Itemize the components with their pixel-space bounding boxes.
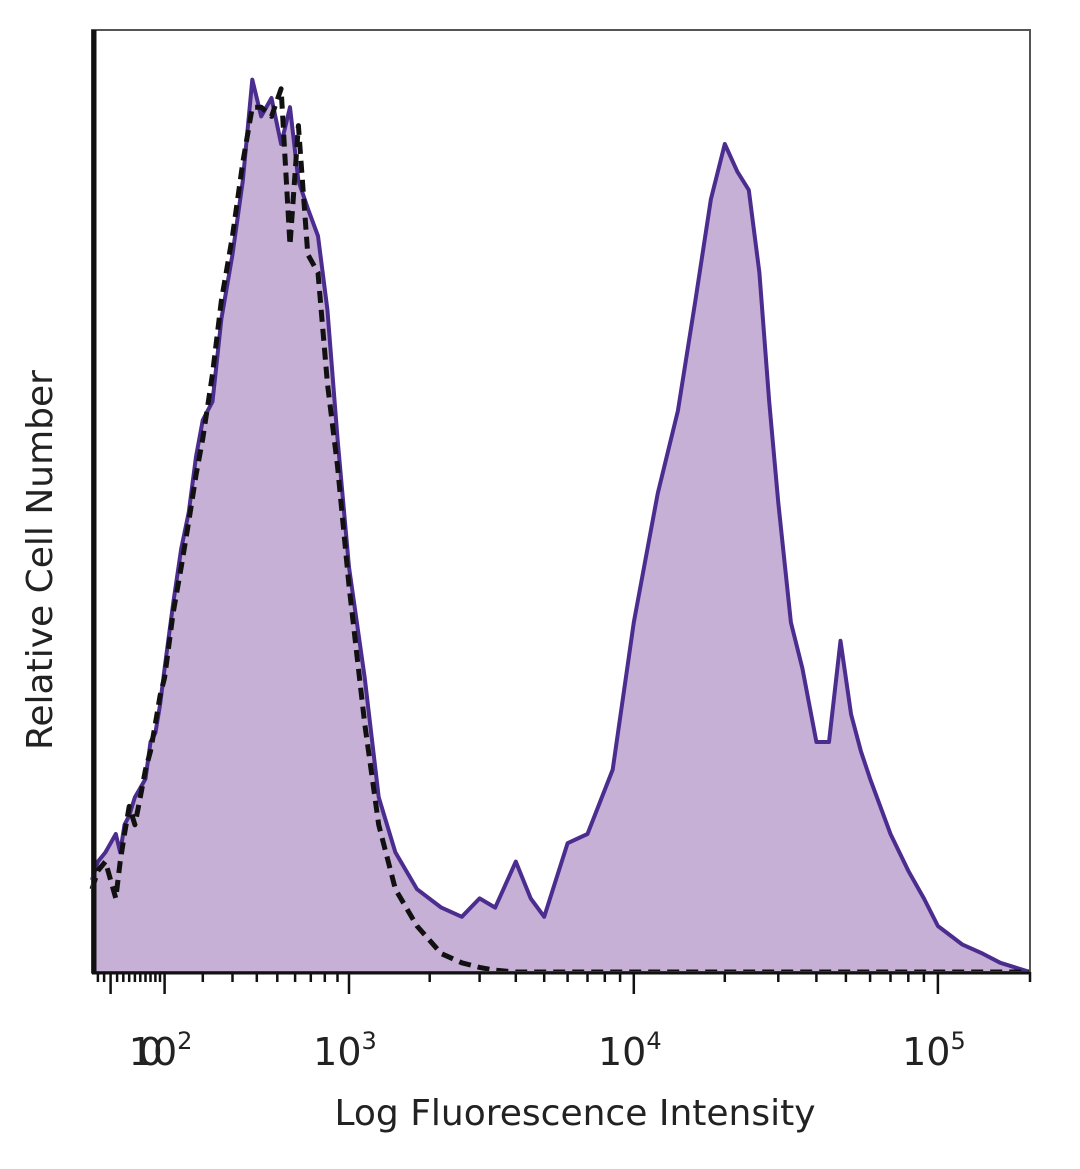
x-tick-label-1: 102 bbox=[129, 1027, 193, 1074]
x-tick-label-4: 105 bbox=[902, 1027, 966, 1074]
y-axis-label: Relative Cell Number bbox=[20, 370, 61, 750]
series-0-fill bbox=[92, 79, 1030, 973]
x-tick-label-0: 0 bbox=[139, 1030, 163, 1074]
x-tick-layer bbox=[96, 972, 1032, 994]
x-axis-label: Log Fluorescence Intensity bbox=[334, 1093, 815, 1134]
x-tick-label-2: 103 bbox=[313, 1027, 377, 1074]
series-layer bbox=[89, 77, 1031, 975]
x-tick-label-3: 104 bbox=[598, 1027, 662, 1074]
